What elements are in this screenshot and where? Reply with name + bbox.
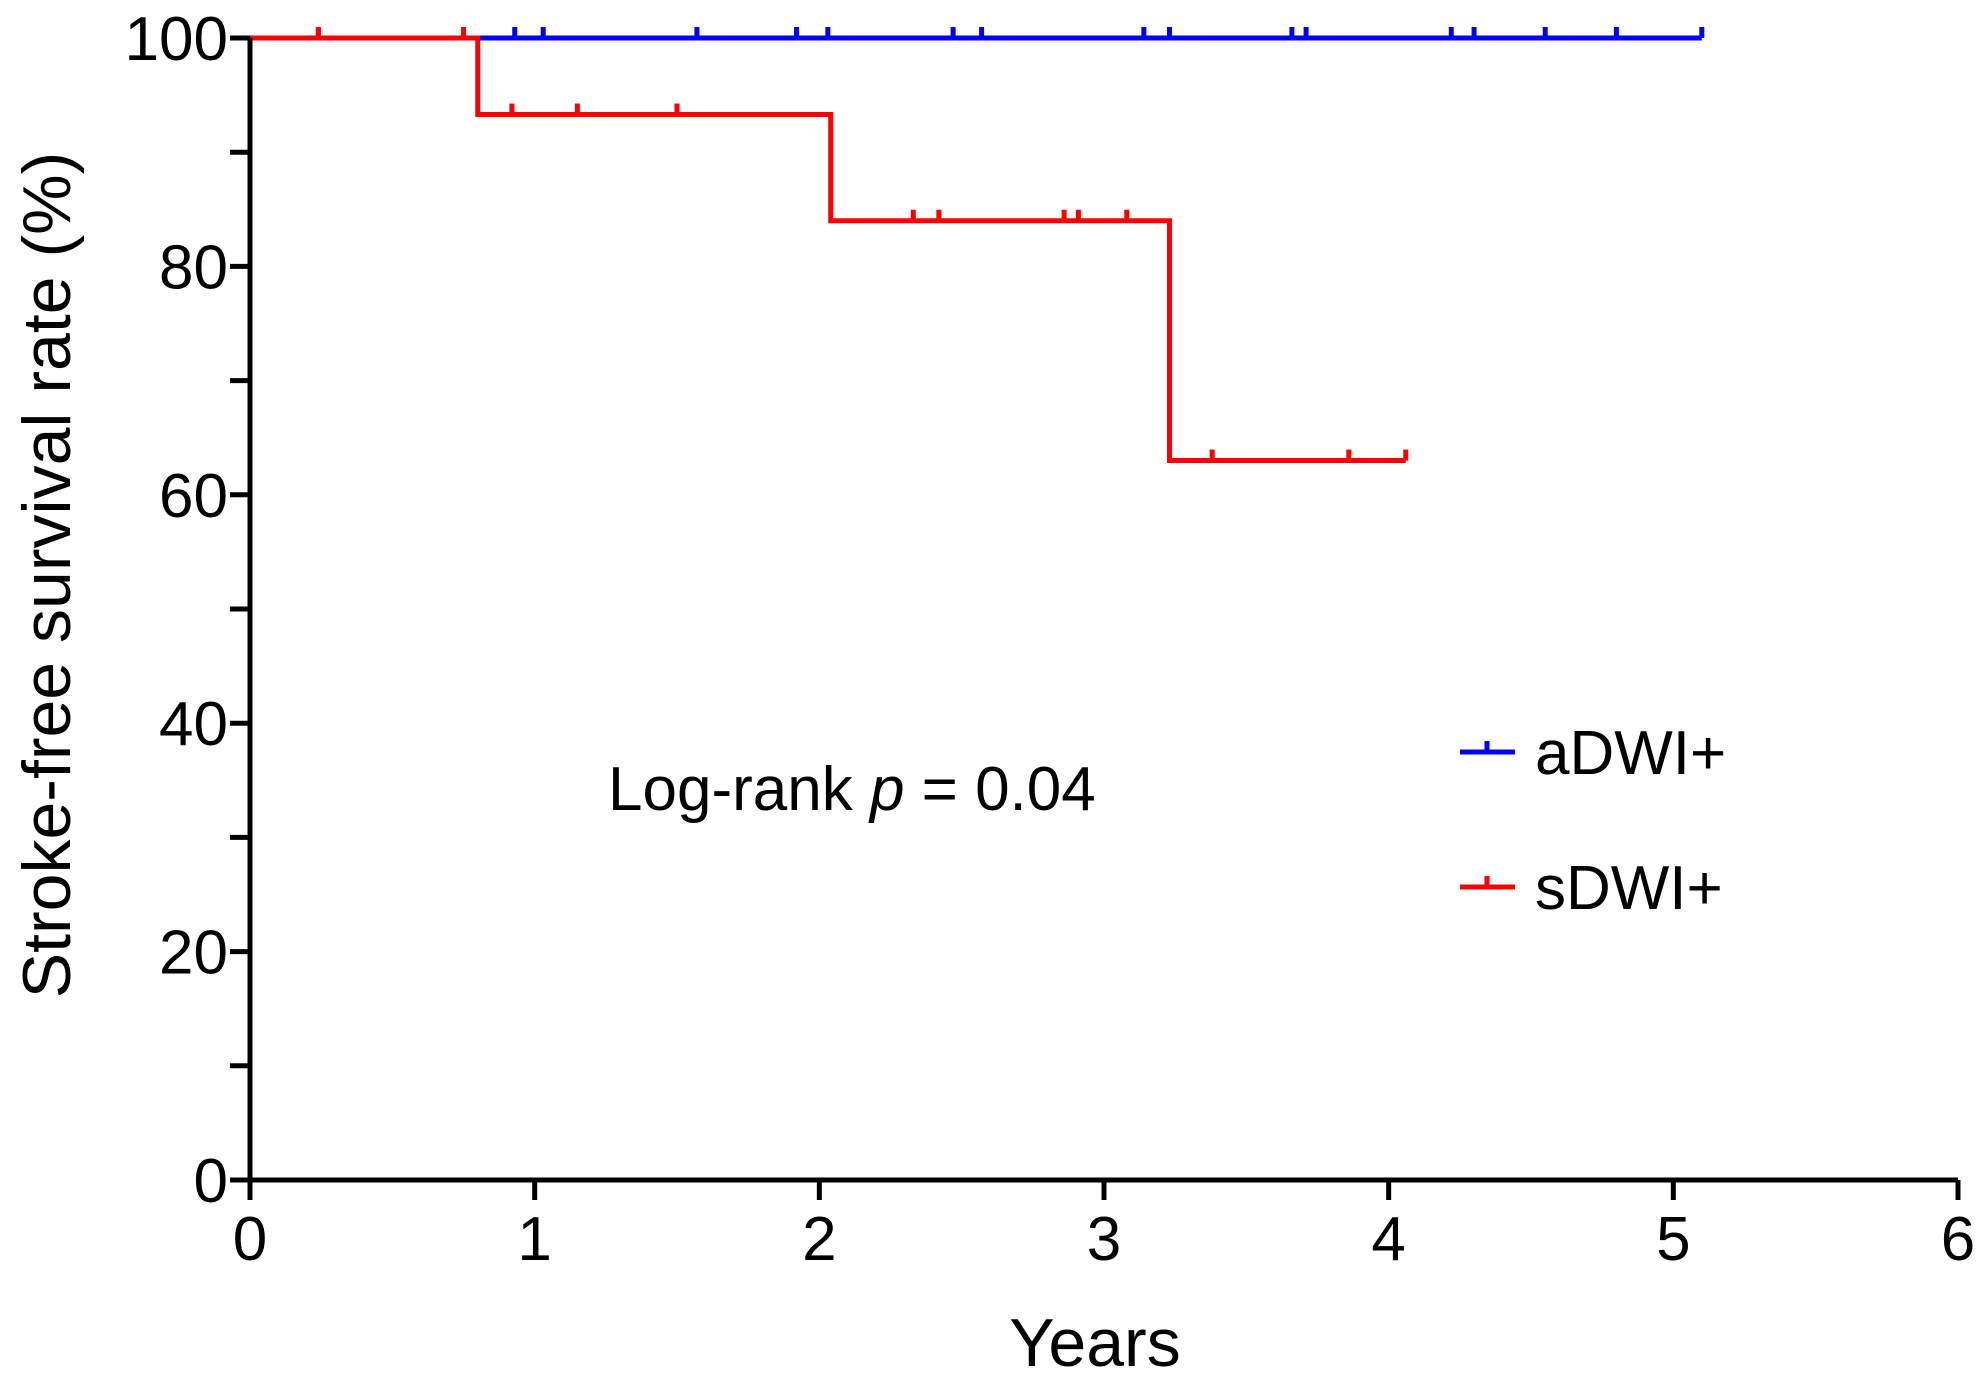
y-tick-label: 100: [125, 5, 228, 74]
log-rank-annotation: Log-rank p = 0.04: [608, 755, 1096, 824]
y-tick-label: 40: [159, 690, 228, 759]
legend: aDWI+ sDWI+: [1460, 719, 1726, 923]
annotation-p: p: [868, 755, 904, 824]
annotation-prefix: Log-rank: [608, 755, 870, 824]
series-line-sdwi: [250, 35, 1406, 464]
annotation-suffix: = 0.04: [904, 755, 1095, 824]
y-tick-label: 80: [159, 233, 228, 302]
x-tick-label: 4: [1371, 1205, 1405, 1274]
x-axis-title: Years: [1009, 1305, 1180, 1378]
x-tick-label: 0: [233, 1205, 267, 1274]
legend-label-sdwi: sDWI+: [1535, 854, 1723, 923]
y-tick-label: 20: [159, 919, 228, 988]
y-tick-label: 0: [194, 1147, 228, 1216]
x-tick-label: 1: [517, 1205, 551, 1274]
x-tick-label: 2: [802, 1205, 836, 1274]
legend-label-adwi: aDWI+: [1535, 719, 1726, 788]
x-tick-label: 3: [1087, 1205, 1121, 1274]
x-tick-label: 6: [1941, 1205, 1975, 1274]
plot-area: [250, 27, 1705, 464]
x-tick-label: 5: [1656, 1205, 1690, 1274]
y-tick-label: 60: [159, 462, 228, 531]
y-axis-title: Stroke-free survival rate (%): [9, 152, 85, 998]
